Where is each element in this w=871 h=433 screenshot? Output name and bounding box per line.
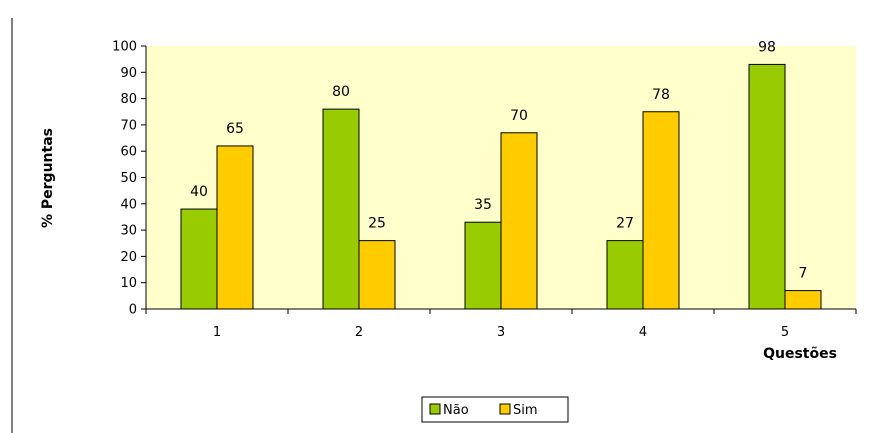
bar-sim bbox=[500, 132, 538, 310]
y-tick-label: 70 bbox=[120, 118, 137, 133]
data-label: 27 bbox=[616, 216, 634, 232]
bar-sim bbox=[216, 145, 254, 310]
legend-label: Sim bbox=[513, 403, 538, 418]
y-axis-title: % Perguntas bbox=[40, 128, 56, 228]
bar-nao bbox=[322, 108, 360, 310]
y-tick-label: 50 bbox=[120, 171, 137, 186]
bars bbox=[180, 63, 822, 310]
legend-box bbox=[421, 396, 569, 423]
data-label: 70 bbox=[510, 108, 528, 124]
x-tick-label: 3 bbox=[497, 325, 505, 340]
bar-sim bbox=[784, 290, 822, 310]
x-tick-label: 2 bbox=[355, 325, 363, 340]
data-labels: 40 80 35 27 98 65 25 70 78 7 bbox=[190, 39, 807, 281]
legend: Não Sim bbox=[421, 396, 569, 423]
bar-nao bbox=[606, 240, 644, 310]
data-label: 25 bbox=[368, 216, 386, 232]
x-axis-title: Questões bbox=[763, 346, 837, 362]
y-tick-label: 90 bbox=[120, 66, 137, 81]
y-tick-label: 0 bbox=[129, 303, 137, 318]
y-tick-label: 40 bbox=[120, 197, 137, 212]
data-label: 98 bbox=[758, 39, 776, 55]
y-axis-ticks: 0 10 20 30 40 50 60 70 80 90 100 bbox=[112, 40, 146, 318]
y-tick-label: 60 bbox=[120, 145, 137, 160]
bar-sim bbox=[642, 111, 680, 310]
x-tick-label: 5 bbox=[781, 325, 789, 340]
legend-swatch bbox=[429, 403, 441, 415]
x-tick-label: 1 bbox=[213, 325, 221, 340]
y-tick-label: 100 bbox=[112, 40, 137, 55]
legend-label: Não bbox=[443, 403, 469, 418]
y-tick-label: 20 bbox=[120, 250, 137, 265]
y-tick-label: 80 bbox=[120, 92, 137, 107]
bar-nao bbox=[748, 63, 786, 310]
bar-sim bbox=[358, 240, 396, 310]
legend-swatch bbox=[499, 403, 511, 415]
x-tick-label: 4 bbox=[639, 325, 647, 340]
data-label: 40 bbox=[190, 184, 208, 200]
x-axis-ticks: 1 2 3 4 5 bbox=[145, 309, 857, 340]
y-tick-label: 10 bbox=[120, 276, 137, 291]
data-label: 80 bbox=[332, 84, 350, 100]
bar-nao bbox=[180, 208, 218, 310]
data-label: 35 bbox=[474, 197, 492, 213]
data-label: 7 bbox=[799, 266, 808, 282]
y-tick-label: 30 bbox=[120, 224, 137, 239]
data-label: 65 bbox=[226, 121, 244, 137]
data-label: 78 bbox=[652, 87, 670, 103]
bar-nao bbox=[464, 221, 502, 310]
